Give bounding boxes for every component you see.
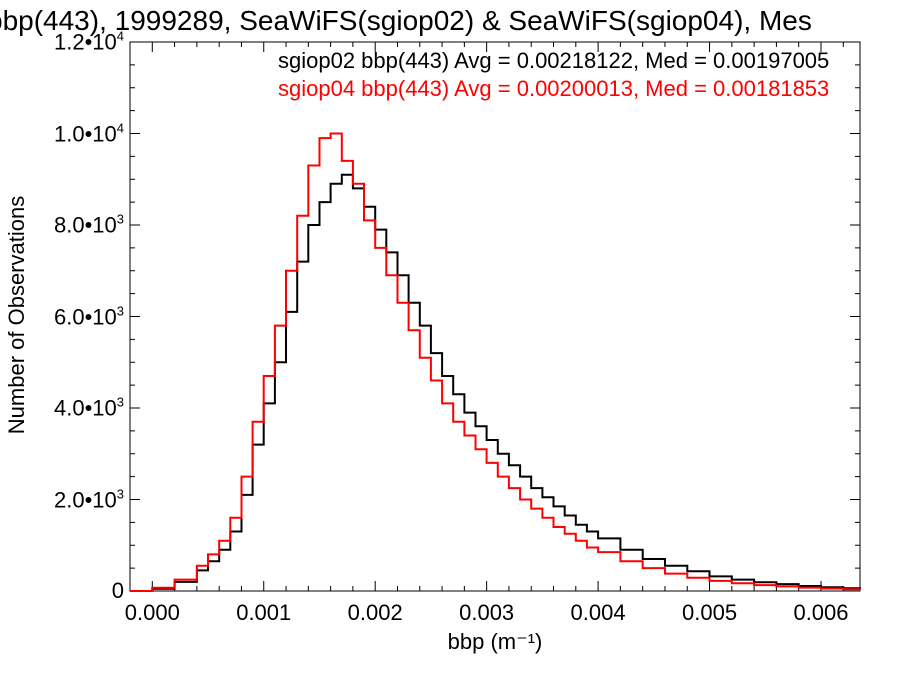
y-tick-label: 6.0•103 — [54, 303, 124, 329]
x-tick-label: 0.005 — [682, 600, 738, 625]
chart-title: bbp(443), 1999289, SeaWiFS(sgiop02) & Se… — [0, 5, 812, 36]
axis-ticks — [129, 41, 860, 592]
y-tick-label: 8.0•103 — [54, 211, 124, 238]
plot-frame — [129, 41, 861, 592]
legend-entry: sgiop04 bbp(443) Avg = 0.00200013, Med =… — [278, 76, 830, 101]
x-tick-label: 0.003 — [459, 600, 515, 625]
legend-entry: sgiop02 bbp(443) Avg = 0.00218122, Med =… — [278, 48, 830, 73]
x-tick-label: 0.000 — [124, 600, 180, 625]
y-tick-label: 1.2•104 — [54, 28, 124, 55]
y-tick-label: 2.0•103 — [54, 486, 124, 512]
x-tick-label: 0.001 — [236, 600, 292, 625]
x-tick-label: 0.004 — [570, 600, 626, 625]
series-group — [130, 132, 861, 592]
series-line-sgiop02 — [130, 173, 861, 592]
series-line-sgiop04 — [130, 132, 861, 592]
y-tick-label: 4.0•103 — [54, 394, 124, 421]
x-tick-label: 0.002 — [347, 600, 403, 625]
y-axis-label: Number of Observations — [4, 195, 29, 435]
x-axis-label: bbp (m⁻¹) — [447, 629, 543, 654]
y-tick-label: 0 — [111, 578, 124, 603]
x-tick-label: 0.006 — [793, 600, 849, 625]
y-tick-label: 1.0•104 — [54, 120, 124, 146]
